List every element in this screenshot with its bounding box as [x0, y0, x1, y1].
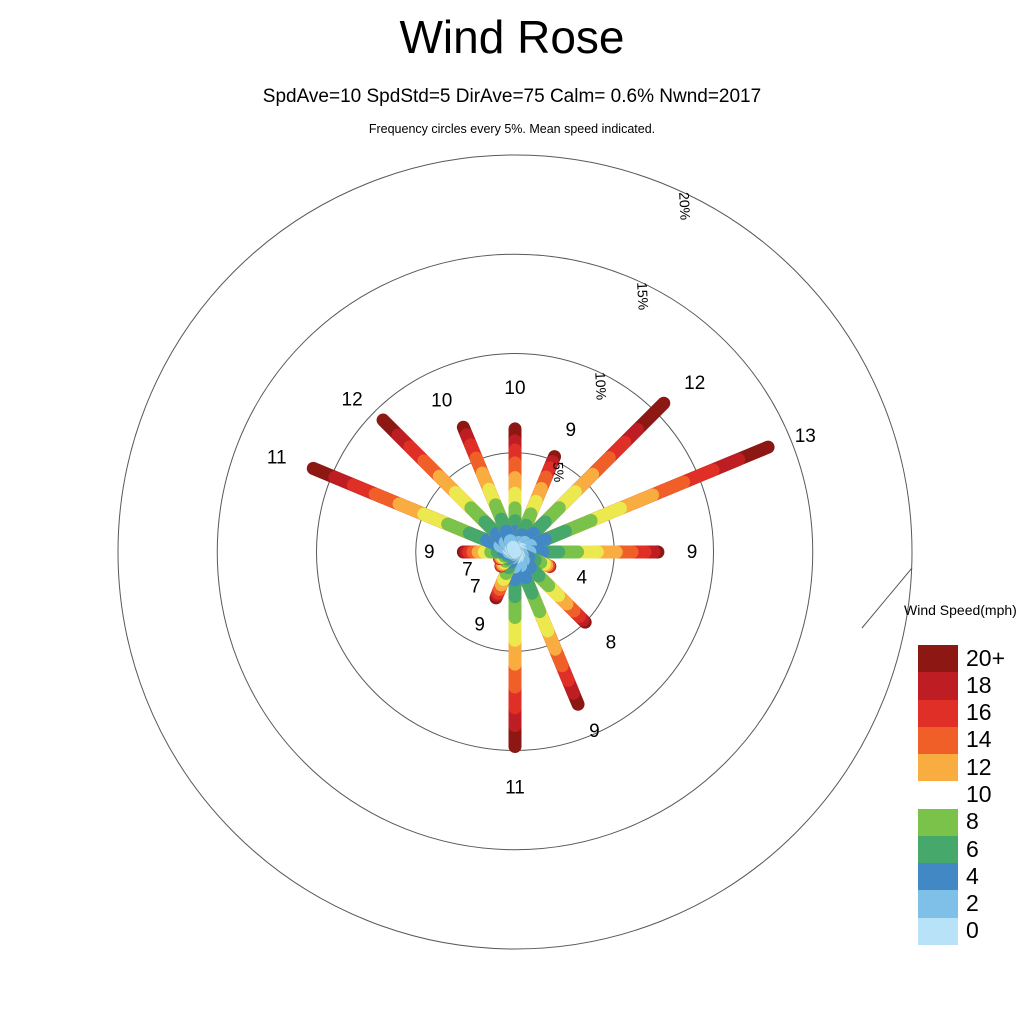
- legend-label: 18: [966, 671, 992, 698]
- petal-mean-speed-label: 9: [566, 420, 577, 441]
- figure-note: Frequency circles every 5%. Mean speed i…: [368, 122, 656, 136]
- petal-mean-speed-label: 9: [474, 614, 485, 635]
- petal: [508, 440, 775, 559]
- legend-swatch: [918, 808, 958, 836]
- petal-label-group: 10 9 12 13 9 4 8 9 11 9 77 9 11 12 10: [267, 373, 816, 799]
- petal-mean-speed-label: 7: [462, 559, 473, 580]
- legend-label: 0: [966, 917, 979, 944]
- petal-mean-speed-label: 12: [684, 373, 705, 394]
- legend-swatch: [918, 863, 958, 891]
- legend-swatch: [918, 672, 958, 700]
- legend-label: 6: [966, 835, 979, 862]
- ring-label: 20%: [676, 192, 693, 221]
- petal: [376, 413, 522, 559]
- legend-label: 8: [966, 808, 979, 835]
- petal-mean-speed-label: 9: [424, 542, 435, 563]
- petal-mean-speed-label: 8: [606, 633, 617, 654]
- ring-label-group: 5% 10% 15% 20%: [550, 192, 693, 483]
- ring-label: 15%: [634, 282, 651, 311]
- legend-swatch: [918, 699, 958, 727]
- ring-label: 10%: [592, 372, 609, 401]
- petal-mean-speed-label: 11: [267, 447, 287, 468]
- legend-leader-line: [861, 567, 913, 629]
- petal-group: [306, 396, 775, 754]
- petal-mean-speed-label: 7: [470, 576, 481, 597]
- petal-mean-speed-label: 13: [795, 426, 816, 447]
- legend-colorbar: 20+ 18 16 14 12 10 8 6 4 2 0: [918, 645, 1024, 945]
- legend-label: 16: [966, 699, 992, 726]
- legend-swatch: [918, 726, 958, 755]
- legend-label: 2: [966, 890, 979, 917]
- legend-title: Wind Speed(mph): [904, 602, 1017, 618]
- summary-stats: SpdAve=10 SpdStd=5 DirAve=75 Calm= 0.6% …: [262, 86, 762, 107]
- petal-mean-speed-label: 12: [342, 390, 363, 411]
- legend-label: 14: [966, 726, 992, 753]
- legend-label: 10: [966, 781, 992, 807]
- page-title: Wind Rose: [399, 11, 625, 63]
- petal-segment: [506, 540, 522, 559]
- petal: [508, 396, 671, 559]
- frequency-ring: [216, 253, 814, 851]
- petal-mean-speed-label: 9: [589, 721, 600, 742]
- legend-label: 12: [966, 753, 992, 780]
- ring-label: 5%: [550, 462, 567, 483]
- petal-mean-speed-label: 10: [431, 391, 452, 412]
- petal-mean-speed-label: 11: [505, 777, 525, 798]
- legend-label: 4: [966, 862, 979, 889]
- legend-label: 20+: [966, 644, 1006, 671]
- legend-swatch: [918, 890, 958, 918]
- legend-swatch: [918, 917, 958, 945]
- petal-mean-speed-label: 4: [576, 567, 587, 588]
- legend-swatch: [918, 781, 958, 808]
- frequency-ring: [117, 154, 913, 950]
- legend-swatch: [918, 754, 958, 782]
- petal: [456, 420, 522, 559]
- legend-swatch: [918, 645, 958, 673]
- petal-mean-speed-label: 9: [687, 542, 698, 563]
- legend-swatch: [918, 835, 958, 864]
- petal-mean-speed-label: 10: [504, 378, 525, 399]
